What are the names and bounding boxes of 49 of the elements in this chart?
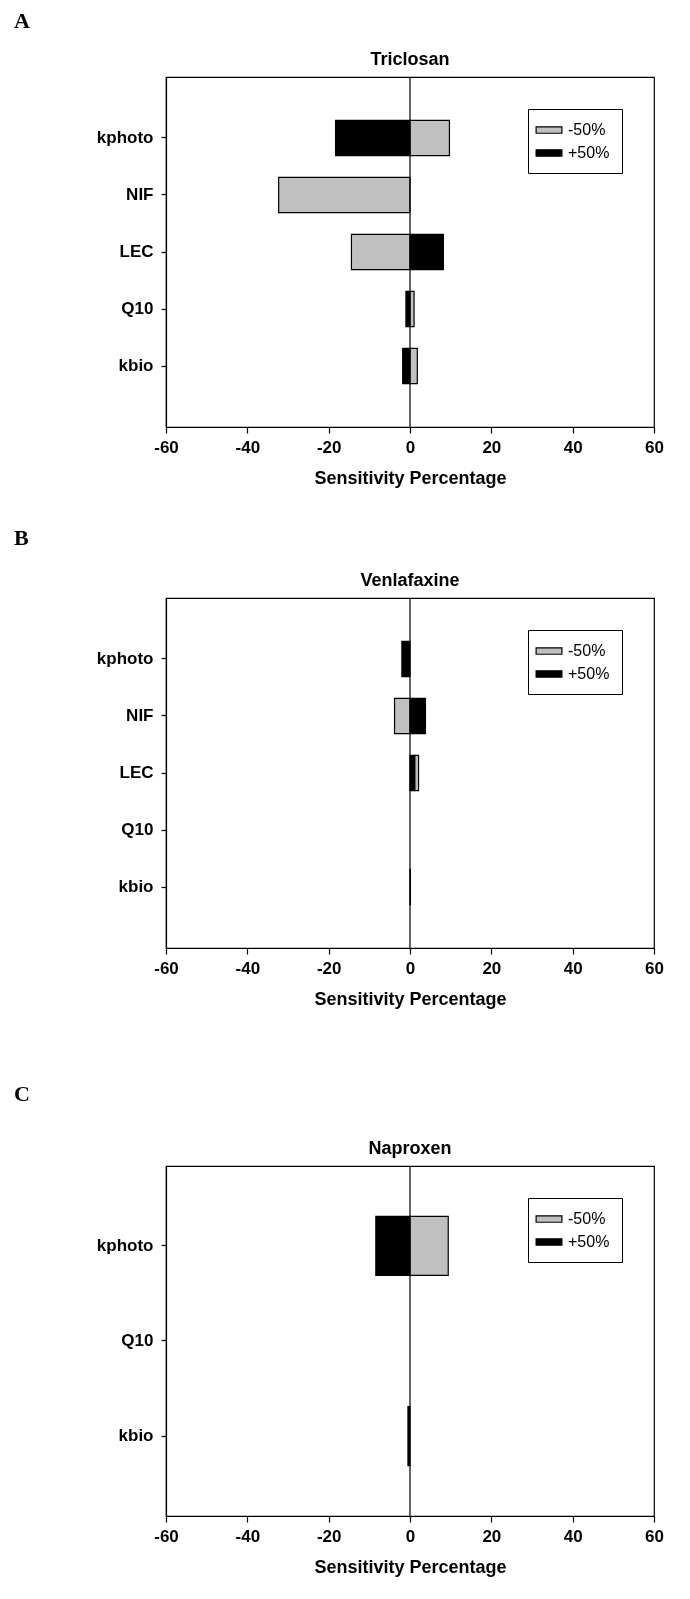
legend-label: -50% — [568, 642, 606, 659]
chart-title: Naproxen — [368, 1138, 452, 1159]
x-tick-label: 0 — [405, 1526, 416, 1546]
x-tick-label: 40 — [563, 437, 583, 457]
y-tick-label: LEC — [119, 242, 154, 261]
chart-title: Triclosan — [370, 49, 450, 70]
legend-label: -50% — [568, 121, 606, 138]
legend-label: -50% — [568, 1210, 606, 1227]
text: A — [14, 8, 30, 34]
x-tick-label: 0 — [405, 958, 416, 978]
legend-label: +50% — [568, 665, 610, 682]
x-axis-title: Sensitivity Percentage — [314, 1556, 507, 1577]
x-tick-label: 60 — [645, 1526, 664, 1546]
x-tick-label: -40 — [235, 1526, 261, 1546]
y-tick-label: kphoto — [96, 648, 154, 668]
y-tick-label: kbio — [118, 356, 154, 376]
y-tick-label: Q10 — [121, 299, 154, 318]
y-tick-label: NIF — [126, 185, 154, 204]
x-tick-label: -60 — [154, 437, 179, 457]
x-tick-label: 60 — [645, 958, 664, 978]
legend-label: +50% — [568, 1233, 610, 1250]
text: B — [14, 525, 29, 551]
y-tick-label: kbio — [118, 1426, 154, 1446]
x-axis-title: Sensitivity Percentage — [314, 467, 507, 488]
y-tick-label: NIF — [126, 706, 154, 725]
x-tick-label: 40 — [563, 958, 583, 978]
y-tick-label: Q10 — [121, 1331, 154, 1350]
y-tick-label: Q10 — [121, 820, 154, 839]
x-axis-title: Sensitivity Percentage — [314, 988, 507, 1009]
x-tick-label: 60 — [645, 437, 664, 457]
x-tick-label: -20 — [316, 958, 342, 978]
x-tick-label: 20 — [482, 437, 502, 457]
x-tick-label: -20 — [316, 437, 342, 457]
x-tick-label: 20 — [482, 1526, 502, 1546]
x-tick-label: -40 — [235, 437, 261, 457]
chart-title: Venlafaxine — [360, 570, 460, 591]
text: C — [14, 1081, 30, 1107]
legend-label: +50% — [568, 144, 610, 161]
x-tick-label: 0 — [405, 437, 416, 457]
y-tick-label: LEC — [119, 763, 154, 782]
x-tick-label: -60 — [154, 958, 179, 978]
x-tick-label: 20 — [482, 958, 502, 978]
x-tick-label: -60 — [154, 1526, 179, 1546]
x-tick-label: 40 — [563, 1526, 583, 1546]
y-tick-label: kphoto — [96, 1235, 154, 1255]
y-tick-label: kphoto — [96, 127, 154, 147]
y-tick-label: kbio — [118, 877, 154, 897]
x-tick-label: -40 — [235, 958, 261, 978]
x-tick-label: -20 — [316, 1526, 342, 1546]
